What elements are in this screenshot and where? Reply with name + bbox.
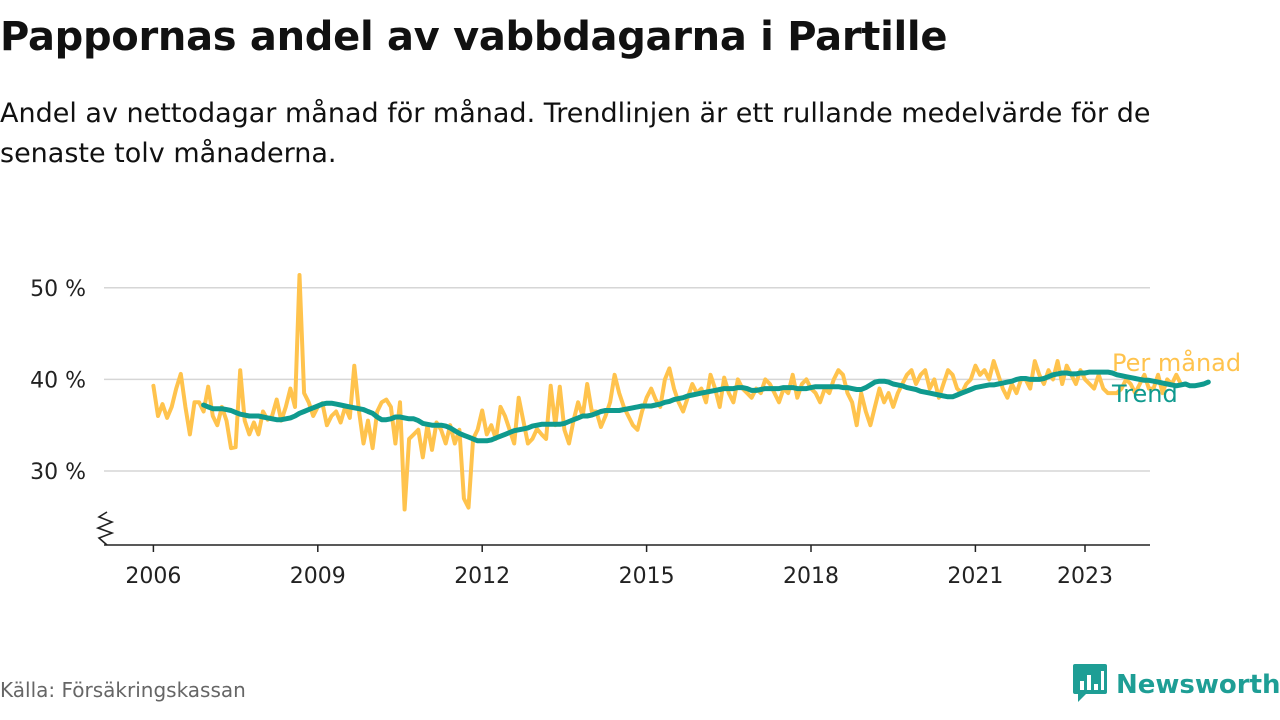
- axis-layer: 30 % 40 % 50 % 2006 2009 2012 2015 2018 2021 2023: [30, 277, 1150, 589]
- brand-name: Newsworthy: [1116, 670, 1280, 700]
- y-tick-label: 50 %: [30, 277, 86, 302]
- chart-title: Pappornas andel av vabbdagarna i Partill…: [0, 14, 948, 60]
- bar-chart-speech-icon: [1072, 662, 1108, 708]
- line-chart: 30 % 40 % 50 % 2006 2009 2012 2015 2018 2021 2023…: [30, 273, 1241, 589]
- series-line-trend: [201, 369, 1211, 444]
- x-tick-label: 2023: [1057, 564, 1113, 589]
- x-tick-label: 2012: [454, 564, 510, 589]
- x-tick-label: 2018: [783, 564, 839, 589]
- x-tick-label: 2015: [619, 564, 675, 589]
- series-layer: [151, 273, 1211, 512]
- x-tick-label: 2021: [947, 564, 1003, 589]
- legend-label-per-manad: Per månad: [1112, 348, 1241, 377]
- x-tick-label: 2006: [125, 564, 181, 589]
- y-tick-label: 40 %: [30, 368, 86, 393]
- axis-break-icon: [95, 511, 115, 546]
- legend-layer: Per månad Trend: [1111, 348, 1241, 408]
- legend-label-trend: Trend: [1111, 380, 1178, 408]
- y-tick-label: 30 %: [30, 460, 86, 485]
- chart-subtitle: Andel av nettodagar månad för månad. Tre…: [0, 98, 1151, 169]
- x-tick-label: 2009: [290, 564, 346, 589]
- series-line-per-manad: [151, 273, 1183, 512]
- newsworthy-logo[interactable]: Newsworthy: [1072, 664, 1280, 706]
- grid-layer: [104, 287, 1150, 472]
- source-note: Källa: Försäkringskassan: [0, 678, 246, 702]
